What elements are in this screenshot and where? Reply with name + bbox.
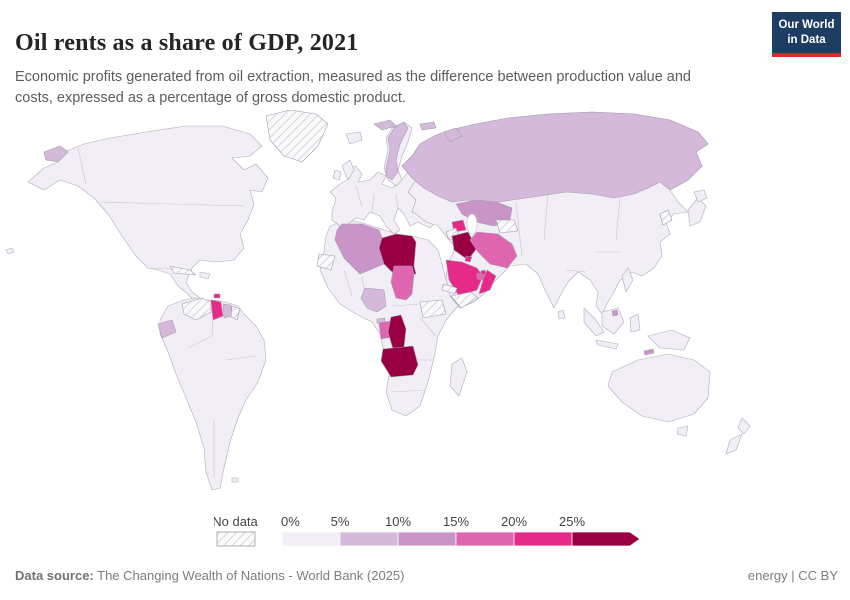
island-java[interactable] (595, 339, 619, 350)
country-north-korea[interactable] (659, 209, 673, 226)
legend-tick-0%: 0% (281, 514, 300, 529)
legend-bucket-20-25[interactable] (513, 531, 573, 547)
island-iceland[interactable] (345, 131, 363, 145)
legend-bucket-25+[interactable] (571, 531, 641, 547)
country-suriname[interactable] (222, 303, 233, 319)
border-lines-asia-europe (355, 185, 621, 273)
owid-logo[interactable]: Our World in Data (772, 12, 841, 57)
country-cuba[interactable] (169, 265, 197, 276)
country-guyana[interactable] (210, 299, 224, 321)
subtitle-line-1: Economic profits generated from oil extr… (15, 68, 691, 85)
subtitle-line-2: costs, expressed as a percentage of gros… (15, 89, 406, 106)
landmass-south-america[interactable] (159, 297, 267, 491)
island-falkland[interactable] (231, 477, 239, 483)
country-russia-novaya-zemlya[interactable] (443, 127, 463, 143)
logo-line-1: Our World (778, 19, 835, 32)
country-saudi-arabia[interactable] (445, 259, 484, 297)
island-hawaii[interactable] (5, 247, 15, 255)
chart-subtitle: Economic profits generated from oil extr… (15, 67, 739, 109)
island-hispaniola[interactable] (199, 271, 211, 280)
no-data-label: No data (214, 514, 259, 529)
island-sumatra[interactable] (583, 307, 605, 337)
country-trinidad-and-tobago[interactable] (213, 293, 221, 299)
island-ireland[interactable] (332, 169, 342, 181)
caspian-sea (466, 213, 478, 235)
country-chad[interactable] (390, 265, 415, 301)
logo-line-2: in Data (787, 33, 826, 46)
legend-tick-15%: 15% (443, 514, 469, 529)
country-south-sudan[interactable] (419, 299, 447, 319)
island-philippines[interactable] (621, 267, 634, 293)
country-iran[interactable] (469, 231, 518, 269)
map-legend: No data 0% 5% 10% 15% 20% 25% (214, 514, 641, 547)
legend-bucket-0-5[interactable] (281, 531, 341, 547)
island-new-zealand-north[interactable] (737, 417, 751, 435)
island-sulawesi[interactable] (629, 313, 641, 333)
island-new-zealand-south[interactable] (725, 433, 743, 455)
country-french-guiana[interactable] (230, 305, 241, 321)
data-source-note[interactable]: Data source: The Changing Wealth of Nati… (15, 568, 404, 583)
no-data-swatch[interactable] (216, 531, 256, 547)
legend-bucket-10-15[interactable] (397, 531, 457, 547)
island-new-guinea[interactable] (647, 329, 691, 351)
legend-bucket-5-10[interactable] (339, 531, 399, 547)
country-russia-chukotka[interactable] (43, 145, 69, 163)
country-libya[interactable] (378, 233, 417, 275)
country-norway[interactable] (385, 121, 409, 181)
country-yemen[interactable] (450, 291, 479, 309)
legend-bucket-15-20[interactable] (455, 531, 515, 547)
island-madagascar[interactable] (449, 357, 468, 397)
island-great-britain[interactable] (341, 159, 355, 181)
country-nigeria[interactable] (360, 287, 387, 313)
country-svalbard-west[interactable] (373, 119, 397, 131)
legend-tick-5%: 5% (331, 514, 350, 529)
island-hokkaido[interactable] (693, 189, 708, 203)
country-brunei[interactable] (611, 309, 619, 317)
island-sri-lanka[interactable] (557, 309, 566, 320)
country-greenland[interactable] (265, 110, 329, 163)
country-oman[interactable] (478, 269, 497, 295)
border-lines-africa (343, 269, 437, 393)
license-note[interactable]: energy | CC BY (747, 568, 838, 583)
data-source-text[interactable]: The Changing Wealth of Nations - World B… (93, 568, 405, 583)
legend-gradient-bar: 0% 5% 10% 15% 20% 25% (281, 514, 641, 547)
country-eritrea[interactable] (441, 283, 458, 295)
country-russia[interactable] (401, 111, 709, 205)
legend-tick-10%: 10% (385, 514, 411, 529)
island-tasmania[interactable] (676, 425, 689, 437)
landmass-north-america[interactable] (27, 125, 269, 307)
country-western-sahara[interactable] (316, 253, 336, 271)
country-turkmenistan[interactable] (495, 219, 519, 234)
country-timor[interactable] (643, 348, 655, 356)
island-borneo[interactable] (601, 307, 625, 335)
world-map (5, 110, 751, 491)
country-kuwait[interactable] (464, 255, 473, 263)
data-source-label: Data source: (15, 568, 94, 583)
legend-tick-25%: 25% (559, 514, 585, 529)
country-ecuador[interactable] (157, 319, 177, 339)
page-title: Oil rents as a share of GDP, 2021 (15, 30, 359, 57)
island-japan[interactable] (687, 197, 707, 227)
country-svalbard-east[interactable] (419, 121, 437, 131)
country-angola[interactable] (380, 345, 419, 378)
legend-tick-20%: 20% (501, 514, 527, 529)
country-venezuela[interactable] (181, 297, 212, 321)
landmass-australia[interactable] (607, 353, 711, 423)
